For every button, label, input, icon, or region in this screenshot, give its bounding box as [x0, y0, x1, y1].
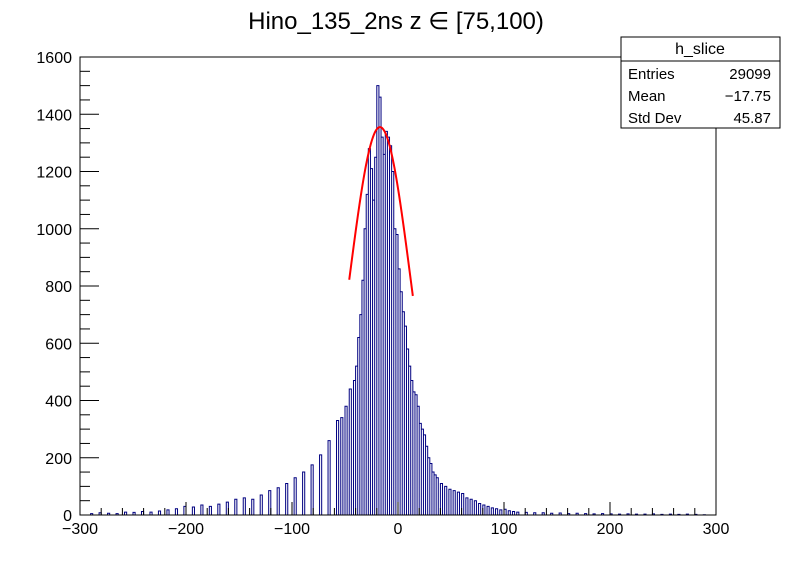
- y-tick-label: 1000: [36, 222, 72, 239]
- stats-box: h_slice Entries 29099 Mean −17.75 Std De…: [620, 36, 781, 129]
- chart-title: Hino_135_2ns z ∈ [75,100): [248, 8, 544, 35]
- stats-mean-label: Mean: [628, 88, 666, 105]
- y-tick-label: 400: [45, 394, 72, 411]
- stats-entries-value: 29099: [729, 66, 771, 83]
- y-tick-label: 1200: [36, 165, 72, 182]
- x-tick-label: −100: [274, 521, 310, 538]
- stats-mean-value: −17.75: [725, 88, 771, 105]
- stats-box-frame: [620, 36, 781, 129]
- y-tick-label: 600: [45, 336, 72, 353]
- y-axis: 0 200 400 600 800 1000 1200 1400 1600: [36, 50, 99, 525]
- stats-stddev-label: Std Dev: [628, 110, 682, 127]
- plot-area: [90, 85, 706, 516]
- y-tick-label: 200: [45, 451, 72, 468]
- x-tick-label: 0: [394, 521, 403, 538]
- stats-entries-label: Entries: [628, 66, 675, 83]
- x-axis: −300 −200 −100 0 100 200 300: [62, 502, 729, 538]
- y-tick-label: 0: [63, 508, 72, 525]
- x-tick-label: 200: [597, 521, 624, 538]
- x-tick-label: −300: [62, 521, 98, 538]
- stats-box-title: h_slice: [675, 41, 725, 58]
- x-tick-label: 100: [491, 521, 518, 538]
- gaussian-fit-curve: [348, 126, 414, 297]
- stats-stddev-value: 45.87: [733, 110, 771, 127]
- y-tick-label: 800: [45, 279, 72, 296]
- histogram-series-h_slice: [90, 85, 706, 516]
- x-tick-label: −200: [168, 521, 204, 538]
- y-tick-label: 1400: [36, 107, 72, 124]
- x-tick-label: 300: [703, 521, 730, 538]
- y-tick-label: 1600: [36, 50, 72, 67]
